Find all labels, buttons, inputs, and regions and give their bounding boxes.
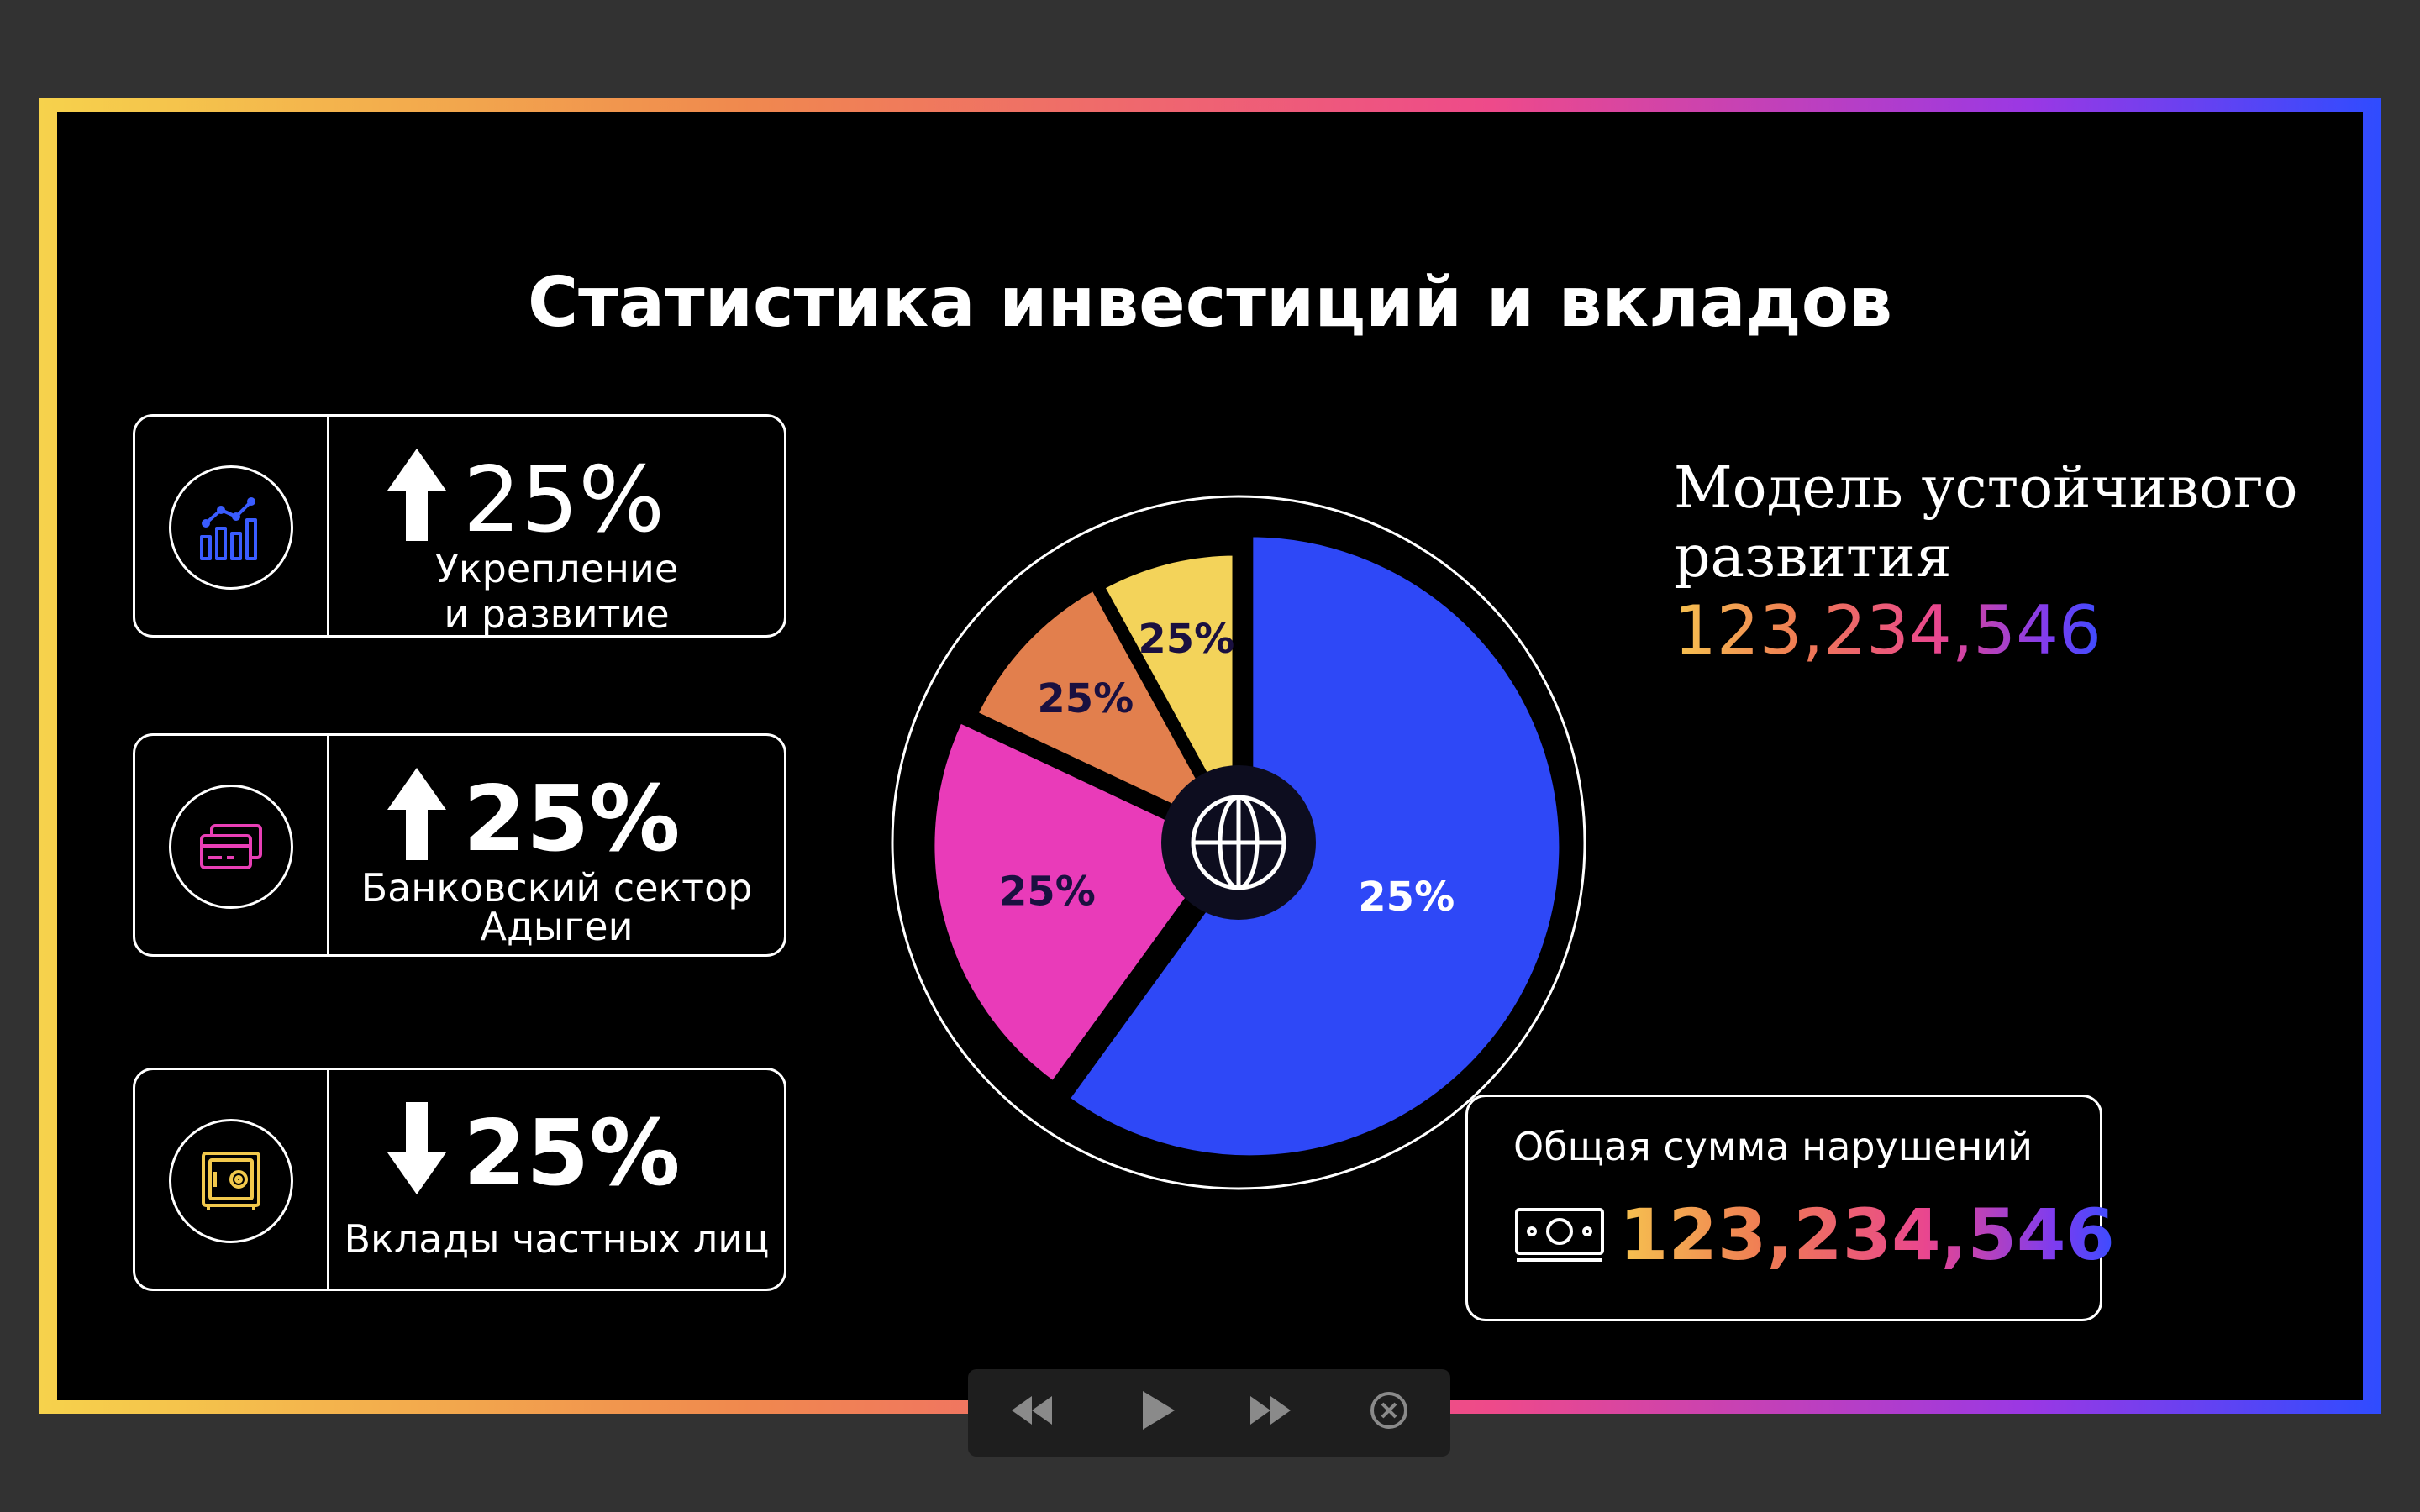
play-icon[interactable] <box>1126 1381 1185 1440</box>
pie-slice-2 <box>928 715 1233 1089</box>
stat-label-line1: Банковский сектор <box>360 865 753 911</box>
violations-value: 123,234,546 <box>1619 1194 2115 1276</box>
pie-outer-ring <box>891 495 1586 1190</box>
pie-label-1: 25% <box>1358 874 1455 921</box>
banknote-icon <box>1515 1208 1604 1262</box>
card-divider <box>327 417 329 635</box>
pie-chart: 25% 25% 25% 25% <box>877 481 1600 1204</box>
safe-icon <box>169 1119 293 1243</box>
pie-slice-3 <box>970 582 1239 843</box>
card-divider <box>327 736 329 954</box>
stat-label-line2: и развитие <box>444 591 670 637</box>
violations-label: Общая сумма нарушений <box>1513 1124 2033 1169</box>
arrow-up-icon <box>387 768 446 860</box>
slide-title: Статистика инвестиций и вкладов <box>528 263 1892 343</box>
stat-card-strengthening: 25% Укрепление и развитие <box>133 414 786 638</box>
growth-chart-icon <box>169 465 293 590</box>
slide-frame: Статистика инвестиций и вкладов 25% Укре… <box>39 98 2381 1414</box>
stat-card-banking-sector: 25% Банковский сектор Адыгеи <box>133 733 786 957</box>
globe-icon <box>1161 765 1316 920</box>
stat-value: 25% <box>463 767 681 872</box>
arrow-down-icon <box>387 1102 446 1194</box>
rewind-icon[interactable] <box>1002 1381 1060 1440</box>
close-icon[interactable] <box>1360 1381 1418 1440</box>
pie-label-4: 25% <box>1138 616 1234 663</box>
stat-label-line1: Укрепление <box>434 546 679 591</box>
violations-box: Общая сумма нарушений 123,234,546 <box>1465 1095 2115 1321</box>
presentation-controls <box>968 1369 1450 1457</box>
card-divider <box>327 1070 329 1289</box>
stat-value: 25% <box>463 1101 681 1206</box>
fast-forward-icon[interactable] <box>1242 1381 1301 1440</box>
stat-value: 25% <box>463 448 666 553</box>
stat-card-private-deposits: 25% Вклады частных лиц <box>133 1068 786 1291</box>
arrow-up-icon <box>387 449 446 541</box>
slide: Статистика инвестиций и вкладов 25% Укре… <box>57 112 2363 1400</box>
stat-label-line2: Адыгеи <box>480 904 634 949</box>
stat-label-line1: Вклады частных лиц <box>344 1216 770 1262</box>
model-value: 123,234,546 <box>1674 589 2102 673</box>
credit-card-icon <box>169 785 293 909</box>
pie-label-2: 25% <box>999 868 1096 915</box>
pie-slice-4 <box>1097 549 1239 833</box>
pie-label-3: 25% <box>1037 675 1134 722</box>
model-title: Модель устойчивого развития <box>1674 455 2298 591</box>
